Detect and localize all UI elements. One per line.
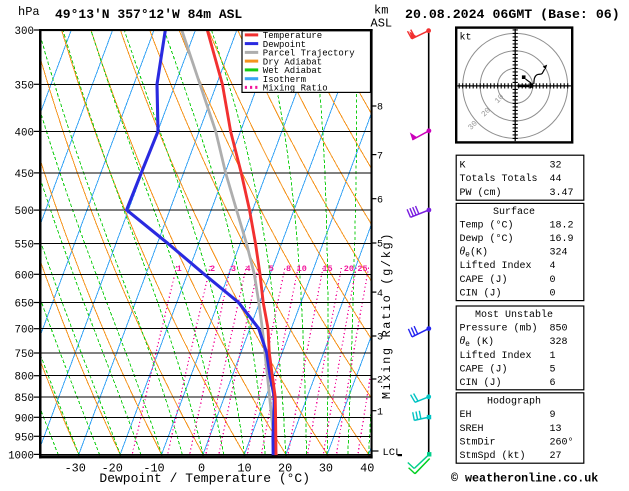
svg-text:hPa: hPa [18, 5, 40, 19]
svg-text:0: 0 [198, 462, 205, 476]
svg-text:0: 0 [550, 288, 556, 299]
svg-text:5: 5 [550, 364, 556, 375]
svg-text:θe(K): θe(K) [460, 246, 488, 260]
svg-text:K: K [460, 161, 466, 172]
svg-text:850: 850 [15, 393, 34, 405]
svg-text:7: 7 [377, 151, 383, 162]
svg-text:CIN (J): CIN (J) [460, 287, 502, 299]
svg-text:3: 3 [377, 333, 383, 344]
svg-text:1000: 1000 [8, 450, 34, 462]
svg-text:800: 800 [15, 372, 34, 384]
svg-text:© weatheronline.co.uk: © weatheronline.co.uk [451, 472, 598, 486]
svg-text:1: 1 [177, 264, 182, 274]
svg-text:300: 300 [15, 26, 34, 38]
svg-text:CIN (J): CIN (J) [460, 377, 502, 389]
svg-text:km: km [374, 4, 388, 18]
svg-text:5: 5 [269, 264, 274, 274]
svg-text:Temp (°C): Temp (°C) [460, 219, 514, 231]
svg-text:LCL: LCL [383, 447, 402, 459]
svg-text:Parcel Trajectory: Parcel Trajectory [263, 49, 355, 59]
svg-text:Dewpoint / Temperature (°C): Dewpoint / Temperature (°C) [99, 471, 310, 486]
svg-text:Isotherm: Isotherm [263, 75, 306, 85]
svg-text:3: 3 [231, 264, 236, 274]
svg-text:10: 10 [297, 264, 307, 274]
svg-text:PW (cm): PW (cm) [460, 187, 502, 199]
svg-text:324: 324 [550, 248, 568, 259]
svg-text:6: 6 [377, 195, 383, 206]
svg-text:350: 350 [15, 80, 34, 92]
svg-text:Lifted Index: Lifted Index [460, 260, 532, 272]
svg-text:49°13'N 357°12'W 84m ASL: 49°13'N 357°12'W 84m ASL [55, 7, 242, 22]
svg-text:θe (K): θe (K) [460, 335, 494, 349]
svg-text:20: 20 [344, 264, 354, 274]
svg-text:kt: kt [460, 32, 472, 44]
svg-text:2: 2 [210, 264, 215, 274]
svg-text:32: 32 [550, 161, 562, 172]
svg-text:Mixing Ratio (g/kg): Mixing Ratio (g/kg) [380, 232, 394, 399]
svg-text:8: 8 [286, 264, 291, 274]
svg-text:700: 700 [15, 325, 34, 337]
svg-text:13: 13 [550, 424, 562, 435]
svg-text:4: 4 [550, 261, 556, 272]
svg-text:15: 15 [322, 264, 332, 274]
svg-text:Hodograph: Hodograph [487, 396, 541, 408]
svg-text:20: 20 [278, 462, 292, 476]
svg-text:44: 44 [550, 174, 562, 185]
svg-text:1: 1 [377, 407, 383, 418]
svg-text:400: 400 [15, 127, 34, 139]
svg-text:328: 328 [550, 337, 568, 348]
svg-text:600: 600 [15, 270, 34, 282]
svg-text:-30: -30 [65, 462, 86, 476]
svg-text:27: 27 [550, 451, 562, 462]
svg-text:5: 5 [377, 240, 383, 251]
svg-text:900: 900 [15, 413, 34, 425]
svg-text:260°: 260° [550, 436, 574, 448]
svg-text:StmSpd (kt): StmSpd (kt) [460, 450, 526, 462]
svg-text:40: 40 [360, 462, 374, 476]
svg-text:3.47: 3.47 [550, 188, 574, 199]
svg-text:Totals Totals: Totals Totals [460, 173, 538, 185]
svg-text:EH: EH [460, 410, 472, 421]
svg-text:StmDir: StmDir [460, 436, 496, 448]
svg-text:Surface: Surface [493, 206, 535, 218]
svg-text:750: 750 [15, 349, 34, 361]
svg-text:550: 550 [15, 240, 34, 252]
svg-text:30: 30 [319, 462, 333, 476]
svg-text:16.9: 16.9 [550, 234, 574, 245]
svg-text:4: 4 [246, 264, 251, 274]
svg-text:25: 25 [357, 264, 367, 274]
svg-text:450: 450 [15, 169, 34, 181]
svg-text:8: 8 [377, 103, 383, 114]
svg-text:Temperature: Temperature [263, 31, 322, 41]
svg-text:Most Unstable: Most Unstable [475, 309, 553, 321]
svg-text:6: 6 [550, 378, 556, 389]
svg-text:Pressure (mb): Pressure (mb) [460, 323, 538, 335]
svg-text:0: 0 [550, 275, 556, 286]
svg-text:2: 2 [377, 376, 383, 387]
svg-text:Mixing Ratio: Mixing Ratio [263, 84, 328, 94]
svg-text:Dewp (°C): Dewp (°C) [460, 233, 514, 245]
svg-text:CAPE (J): CAPE (J) [460, 363, 508, 375]
svg-text:20.08.2024 06GMT (Base: 06): 20.08.2024 06GMT (Base: 06) [405, 7, 620, 22]
svg-text:10: 10 [237, 462, 251, 476]
svg-text:650: 650 [15, 299, 34, 311]
svg-text:-20: -20 [102, 462, 123, 476]
svg-text:Dewpoint: Dewpoint [263, 40, 306, 50]
svg-text:CAPE (J): CAPE (J) [460, 274, 508, 286]
svg-text:9: 9 [550, 410, 556, 421]
svg-text:SREH: SREH [460, 424, 484, 435]
svg-text:4: 4 [377, 289, 383, 300]
svg-text:-10: -10 [143, 462, 164, 476]
svg-text:Lifted Index: Lifted Index [460, 350, 532, 362]
svg-text:950: 950 [15, 432, 34, 444]
svg-text:500: 500 [15, 206, 34, 218]
svg-text:Dry Adiabat: Dry Adiabat [263, 57, 322, 67]
svg-text:18.2: 18.2 [550, 220, 574, 231]
svg-text:850: 850 [550, 324, 568, 335]
svg-text:ASL: ASL [371, 17, 393, 31]
svg-text:1: 1 [550, 351, 556, 362]
svg-text:Wet Adiabat: Wet Adiabat [263, 66, 322, 76]
